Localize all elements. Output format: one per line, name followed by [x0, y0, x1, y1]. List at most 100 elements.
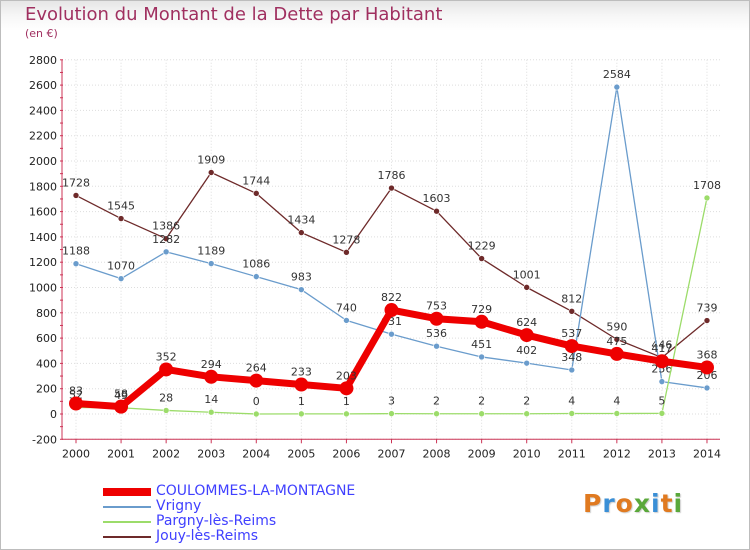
x-tick-label: 2014 — [693, 447, 721, 460]
data-point-coulommes-la-montagne — [114, 399, 129, 414]
y-tick-label: 1400 — [29, 231, 57, 244]
y-tick-label: 2200 — [29, 130, 57, 143]
data-point-coulommes-la-montagne — [249, 373, 264, 388]
data-label-vrigny: 348 — [561, 351, 582, 364]
data-point-jouy-les-reims — [162, 235, 170, 242]
data-point-vrigny — [72, 260, 80, 268]
data-label-jouy-les-reims: 590 — [606, 320, 627, 333]
data-label-coulommes-la-montagne: 203 — [336, 369, 357, 382]
data-label-coulommes-la-montagne: 352 — [156, 350, 177, 363]
data-label-coulommes-la-montagne: 624 — [516, 316, 537, 329]
logo-letter: i — [651, 489, 661, 518]
y-tick-label: 1800 — [29, 180, 57, 193]
data-label-pargny-les-reims: 28 — [159, 391, 173, 404]
data-label-pargny-les-reims: 2 — [478, 395, 485, 408]
data-label-pargny-les-reims: 2 — [433, 395, 440, 408]
data-point-jouy-les-reims — [343, 249, 350, 256]
data-point-vrigny — [388, 330, 395, 338]
data-point-coulommes-la-montagne — [519, 328, 534, 343]
data-label-jouy-les-reims: 1603 — [423, 192, 451, 205]
data-point-pargny-les-reims — [298, 410, 305, 418]
x-tick-label: 2009 — [468, 447, 496, 460]
data-point-jouy-les-reims — [478, 255, 485, 262]
data-point-jouy-les-reims — [207, 169, 215, 176]
logo-letter: P — [583, 489, 603, 518]
data-point-vrigny — [658, 378, 666, 385]
data-point-vrigny — [162, 248, 170, 256]
y-tick-label: 1000 — [29, 282, 57, 295]
data-label-jouy-les-reims: 812 — [561, 292, 582, 305]
y-tick-label: 1200 — [29, 256, 57, 269]
y-tick-label: 1600 — [29, 206, 57, 219]
data-point-vrigny — [613, 83, 621, 91]
logo-letter: x — [633, 489, 651, 518]
data-label-coulommes-la-montagne: 475 — [606, 335, 627, 348]
legend-label: COULOMMES-LA-MONTAGNE — [156, 483, 356, 499]
data-label-coulommes-la-montagne: 264 — [246, 362, 267, 375]
data-label-jouy-les-reims: 1728 — [62, 176, 90, 189]
data-label-jouy-les-reims: 1909 — [197, 154, 225, 167]
x-tick-label: 2008 — [423, 447, 451, 460]
data-label-jouy-les-reims: 739 — [696, 302, 717, 315]
data-label-vrigny: 1189 — [197, 245, 225, 258]
data-point-jouy-les-reims — [523, 284, 531, 291]
y-tick-label: 400 — [36, 357, 57, 370]
data-label-pargny-les-reims: 2 — [523, 395, 530, 408]
legend-label: Jouy-lès-Reims — [156, 528, 259, 544]
y-tick-label: 0 — [50, 408, 57, 421]
data-point-vrigny — [703, 384, 711, 392]
data-label-jouy-les-reims: 1786 — [377, 169, 405, 182]
data-point-pargny-les-reims — [658, 410, 666, 417]
data-point-coulommes-la-montagne — [294, 377, 309, 392]
data-point-coulommes-la-montagne — [204, 369, 219, 384]
legend-swatch — [103, 506, 151, 508]
data-point-jouy-les-reims — [433, 207, 440, 215]
y-tick-label: 2000 — [29, 155, 57, 168]
data-point-coulommes-la-montagne — [159, 362, 174, 377]
y-tick-label: -200 — [32, 433, 57, 446]
data-point-jouy-les-reims — [568, 307, 576, 315]
data-label-coulommes-la-montagne: 729 — [471, 303, 492, 316]
y-tick-label: 2400 — [29, 104, 57, 117]
data-label-coulommes-la-montagne: 58 — [114, 388, 128, 401]
data-label-jouy-les-reims: 1744 — [242, 174, 270, 187]
data-point-coulommes-la-montagne — [474, 314, 489, 329]
data-label-pargny-les-reims: 4 — [568, 394, 575, 407]
data-point-coulommes-la-montagne — [429, 311, 444, 326]
y-tick-label: 600 — [36, 332, 57, 345]
data-point-vrigny — [523, 359, 531, 367]
data-point-pargny-les-reims — [388, 410, 395, 417]
data-point-pargny-les-reims — [207, 408, 215, 416]
data-point-pargny-les-reims — [703, 194, 711, 202]
data-label-jouy-les-reims: 1545 — [107, 200, 135, 213]
x-tick-label: 2000 — [62, 447, 90, 460]
x-tick-label: 2007 — [377, 447, 405, 460]
plot-area: -200 0 200 400 600 800 1000 1200 1400 1600 1800 200… — [29, 54, 721, 460]
data-label-pargny-les-reims: 1708 — [693, 179, 721, 192]
data-point-pargny-les-reims — [613, 410, 621, 417]
data-label-jouy-les-reims: 1001 — [513, 268, 541, 281]
logo-letter: i — [673, 489, 684, 518]
data-label-jouy-les-reims: 1386 — [152, 220, 180, 233]
data-label-vrigny: 1282 — [152, 233, 180, 246]
data-point-coulommes-la-montagne — [654, 354, 669, 369]
data-point-jouy-les-reims — [72, 192, 80, 199]
data-point-pargny-les-reims — [478, 410, 485, 418]
x-tick-label: 2013 — [648, 447, 676, 460]
x-tick-label: 2004 — [242, 447, 270, 460]
y-tick-label: 2600 — [29, 79, 57, 92]
data-label-pargny-les-reims: 49 — [114, 389, 128, 402]
x-tick-label: 2011 — [558, 447, 586, 460]
data-label-jouy-les-reims: 1278 — [332, 233, 360, 246]
x-tick-label: 2001 — [107, 447, 135, 460]
chart-subtitle: (en €) — [25, 27, 58, 40]
proxiti-logo: Proxiti — [583, 489, 683, 518]
data-point-pargny-les-reims — [568, 410, 576, 417]
legend-label: Pargny-lès-Reims — [156, 513, 277, 529]
data-point-coulommes-la-montagne — [69, 396, 83, 411]
legend-swatch — [103, 521, 151, 523]
data-label-pargny-les-reims: 1 — [343, 395, 350, 408]
data-label-pargny-les-reims: 14 — [204, 393, 218, 406]
data-label-jouy-les-reims: 1434 — [287, 214, 315, 227]
